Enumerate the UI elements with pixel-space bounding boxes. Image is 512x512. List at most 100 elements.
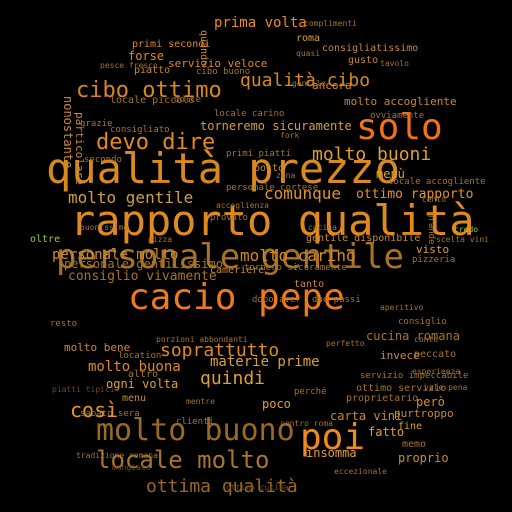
cloud-word: pizza bbox=[148, 235, 173, 244]
cloud-word: cento bbox=[422, 195, 447, 204]
cloud-word: roma bbox=[296, 33, 321, 44]
cloud-word: soprattutto bbox=[160, 340, 280, 361]
cloud-word: memo bbox=[402, 439, 427, 450]
cloud-word: personale cortese bbox=[226, 183, 319, 193]
cloud-word: ottima qualità bbox=[146, 476, 298, 497]
cloud-word: locale molto bbox=[96, 446, 270, 474]
cloud-word: vale pena bbox=[424, 383, 468, 392]
cloud-word: cucina romana bbox=[366, 329, 460, 343]
cloud-word: piatto bbox=[134, 65, 171, 76]
cloud-word: locale piccolo bbox=[110, 95, 195, 106]
cloud-word: carta vini bbox=[330, 409, 403, 423]
cloud-word: poi bbox=[300, 417, 366, 458]
cloud-word: servizio veloce bbox=[168, 57, 268, 70]
cloud-word: credo bbox=[454, 225, 479, 234]
cloud-word: accoglienza bbox=[216, 201, 269, 210]
cloud-word: resto bbox=[50, 319, 78, 329]
cloud-word: consigliatissimo bbox=[322, 43, 419, 54]
cloud-word: cucina bbox=[308, 223, 337, 232]
cloud-word: particolare bbox=[73, 112, 86, 185]
cloud-word: aperitivo bbox=[380, 303, 424, 312]
cloud-word: tornero sicuramente bbox=[244, 263, 347, 273]
cloud-word: gusto bbox=[348, 55, 379, 66]
cloud-word: dolce bbox=[174, 95, 202, 105]
cloud-word: complimenti bbox=[304, 19, 357, 28]
cloud-word: pizzeria bbox=[412, 255, 456, 265]
cloud-word: molto accogliente bbox=[344, 95, 457, 108]
cloud-word: menù bbox=[376, 167, 405, 181]
cloud-word: torneremo sicuramente bbox=[200, 119, 352, 133]
cloud-word: provato bbox=[210, 213, 248, 223]
cloud-word: quindi bbox=[200, 368, 266, 389]
cloud-word: devo dire bbox=[96, 130, 216, 155]
cloud-word: locale accogliente bbox=[388, 177, 486, 187]
cloud-word: primi piatti bbox=[226, 149, 292, 159]
cloud-word: molto bene bbox=[64, 341, 131, 354]
cloud-word: qualità prezzo bbox=[46, 144, 401, 193]
cloud-word: location bbox=[118, 351, 162, 361]
cloud-word: consigliato bbox=[110, 125, 170, 135]
cloud-word: consiglio bbox=[398, 317, 447, 327]
cloud-word: visto bbox=[416, 243, 450, 256]
cloud-word: insomma bbox=[306, 446, 357, 460]
cloud-word: perfetto bbox=[326, 339, 365, 348]
cloud-word: grande bbox=[426, 212, 436, 245]
cloud-word: altro bbox=[128, 369, 159, 380]
cloud-word: molto buono bbox=[96, 413, 295, 448]
cloud-word: dopo aver bbox=[252, 295, 301, 305]
cloud-word: servizio impeccabile bbox=[360, 371, 469, 381]
cloud-word: secondo bbox=[84, 155, 122, 165]
cloud-word: eccezionale bbox=[334, 467, 387, 476]
cloud-word: prima volta bbox=[214, 15, 307, 31]
cloud-word: locale carino bbox=[214, 109, 285, 119]
cloud-word: comunque bbox=[264, 184, 342, 203]
cloud-word: cameriere bbox=[210, 265, 265, 276]
cloud-word: consiglio vivamente bbox=[68, 269, 217, 284]
cloud-word: tradizione romana bbox=[76, 451, 158, 460]
cloud-word: molto gentile bbox=[68, 188, 194, 207]
cloud-word: tavolo bbox=[380, 59, 409, 68]
cloud-word: due passi bbox=[312, 295, 361, 305]
cloud-word: sabato sera bbox=[80, 409, 140, 419]
cloud-word: mentre bbox=[186, 397, 215, 406]
cloud-word: cacio pepe bbox=[128, 277, 345, 318]
cloud-word: buonissimo bbox=[80, 223, 129, 232]
cloud-word: materie prime bbox=[210, 354, 320, 370]
cloud-word: pesce fresco bbox=[100, 61, 158, 70]
cloud-word: oltre bbox=[30, 234, 61, 245]
cloud-word: qualità cibo bbox=[240, 70, 371, 91]
cloud-word: quasi bbox=[296, 49, 321, 58]
cloud-word: proprietario bbox=[346, 393, 419, 404]
cloud-word: purtroppo bbox=[394, 407, 454, 420]
cloud-word: zona bbox=[276, 171, 296, 180]
cloud-word: gentile bbox=[292, 79, 326, 88]
cloud-word: tanto bbox=[294, 279, 325, 290]
cloud-word: ottimo servizio bbox=[356, 383, 447, 394]
cloud-word: ottima cucina bbox=[226, 483, 289, 492]
cloud-word: quando bbox=[198, 30, 209, 67]
cloud-word: grazie bbox=[80, 119, 113, 129]
cloud-word: ancora bbox=[312, 79, 352, 92]
cloud-word: personale gentilissimo bbox=[64, 257, 223, 271]
cloud-word: perché bbox=[294, 387, 327, 397]
cloud-word: ottimo rapporto bbox=[356, 187, 474, 202]
cloud-word: molto carino bbox=[240, 246, 356, 265]
cloud-word: nonostante bbox=[61, 96, 75, 169]
cloud-word: forse bbox=[128, 49, 165, 63]
cloud-word: gentile disponibile bbox=[306, 233, 421, 244]
cloud-word: molto buona bbox=[88, 359, 181, 375]
cloud-word: fork bbox=[280, 131, 300, 140]
cloud-word: esperienza bbox=[412, 367, 461, 376]
cloud-word: poco bbox=[262, 397, 291, 411]
cloud-word: ogni volta bbox=[106, 377, 179, 391]
cloud-word: conto bbox=[414, 335, 439, 344]
cloud-word: personale gentile bbox=[56, 237, 404, 277]
cloud-word: cibo buono bbox=[196, 67, 251, 77]
cloud-word: scelta vini bbox=[436, 235, 489, 244]
cloud-word: fine bbox=[398, 421, 423, 432]
cloud-word: proprio bbox=[398, 451, 449, 465]
cloud-word: cibo ottimo bbox=[76, 78, 222, 103]
cloud-word: fatto bbox=[368, 425, 405, 439]
cloud-word: però bbox=[416, 395, 445, 409]
